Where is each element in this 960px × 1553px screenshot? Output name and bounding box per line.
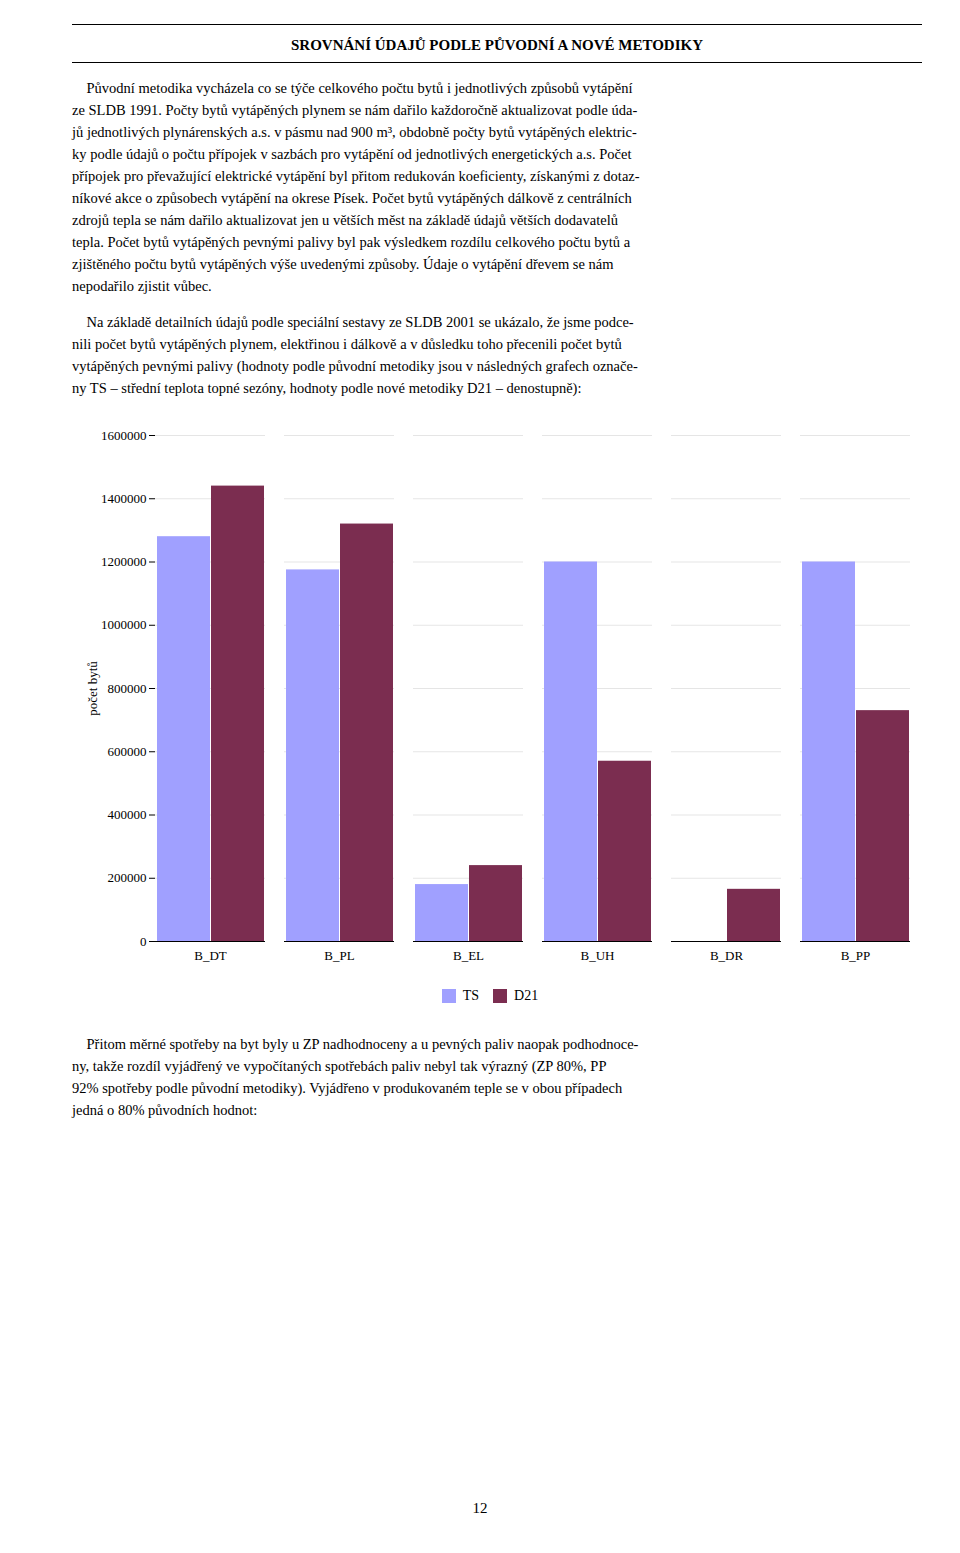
svg-text:1400000: 1400000 <box>101 491 147 506</box>
html-text:vytápěných pevnými palivy (hod: vytápěných pevnými palivy (hodnoty podle… <box>72 358 638 374</box>
html-text:přípojek pro převažující elekt: přípojek pro převažující elektrické vytá… <box>72 168 640 184</box>
html-text:92% spotřeby podle původní met: 92% spotřeby podle původní metodiky). Vy… <box>72 1080 623 1096</box>
svg-text:B_PL: B_PL <box>324 948 354 963</box>
html-text:zjištěného počtu bytů vytápěný: zjištěného počtu bytů vytápěných výše uv… <box>72 256 614 272</box>
html-text:nili počet bytů vytápěných ply: nili počet bytů vytápěných plynem, elekt… <box>72 336 622 352</box>
svg-text:800000: 800000 <box>108 681 147 696</box>
html-text:Na základě detailních údajů po: Na základě detailních údajů podle speciá… <box>72 314 634 330</box>
svg-text:600000: 600000 <box>108 744 147 759</box>
svg-text:B_DR: B_DR <box>710 948 744 963</box>
html-text:Přitom měrné spotřeby na byt b: Přitom měrné spotřeby na byt byly u ZP n… <box>72 1036 639 1052</box>
html-text:níkové akce o způsobech vytápě: níkové akce o způsobech vytápění na okre… <box>72 190 632 206</box>
html-text:Původní metodika vycházela co: Původní metodika vycházela co se týče ce… <box>72 80 633 96</box>
html-text:12: 12 <box>472 1500 488 1516</box>
html-text:SROVNÁNÍ ÚDAJŮ PODLE PŮVODNÍ A: SROVNÁNÍ ÚDAJŮ PODLE PŮVODNÍ A NOVÉ METO… <box>291 37 703 53</box>
html-text:jů jednotlivých plynárenských: jů jednotlivých plynárenských a.s. v pás… <box>72 124 637 140</box>
svg-text:B_UH: B_UH <box>581 948 615 963</box>
svg-text:1200000: 1200000 <box>101 554 147 569</box>
svg-text:počet bytů: počet bytů <box>85 661 100 716</box>
svg-text:0: 0 <box>140 934 147 949</box>
html-text:ze SLDB 1991. Počty bytů vytáp: ze SLDB 1991. Počty bytů vytápěných plyn… <box>72 102 638 118</box>
svg-text:B_DT: B_DT <box>194 948 227 963</box>
html-text:ky podle údajů o počtu přípoje: ky podle údajů o počtu přípojek v sazbác… <box>72 146 632 162</box>
html-text:nepodařilo zjistit vůbec.: nepodařilo zjistit vůbec. <box>72 278 212 294</box>
svg-text:1000000: 1000000 <box>101 617 147 632</box>
svg-text:B_PP: B_PP <box>841 948 871 963</box>
html-text:tepla. Počet bytů vytápěných p: tepla. Počet bytů vytápěných pevnými pal… <box>72 234 631 250</box>
html-text:D21: D21 <box>514 987 539 1003</box>
svg-text:B_EL: B_EL <box>453 948 484 963</box>
html-text:jedná o 80% původních hodnot:: jedná o 80% původních hodnot: <box>72 1102 258 1118</box>
svg-text:200000: 200000 <box>108 870 147 885</box>
svg-text:400000: 400000 <box>108 807 147 822</box>
html-text:TS: TS <box>462 987 480 1003</box>
html-text:zdrojů tepla se nám dařilo akt: zdrojů tepla se nám dařilo aktualizovat … <box>72 212 618 228</box>
html-text:ny TS – střední teplota topné: ny TS – střední teplota topné sezóny, ho… <box>72 380 582 396</box>
svg-text:1600000: 1600000 <box>101 428 147 443</box>
html-text:ny, takže rozdíl vyjádřený ve: ny, takže rozdíl vyjádřený ve vypočítaný… <box>72 1058 607 1074</box>
